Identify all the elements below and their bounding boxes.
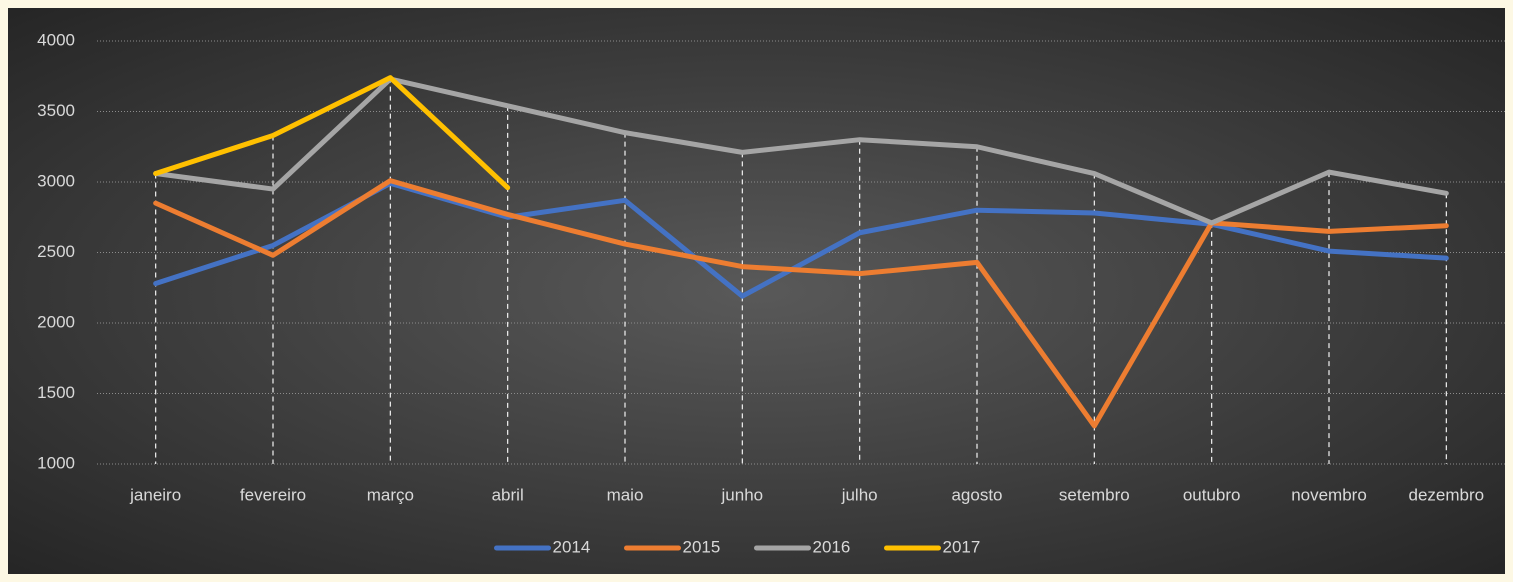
legend-label: 2017 [943,537,981,556]
legend-label: 2014 [553,537,591,556]
x-tick-label: abril [492,485,524,504]
series-line [153,75,511,191]
x-tick-label: junho [721,485,764,504]
x-tick-label: novembro [1291,485,1367,504]
y-tick-label: 2000 [37,312,75,331]
y-tick-label: 2500 [37,242,75,261]
x-tick-label: fevereiro [240,485,306,504]
legend-label: 2016 [813,537,851,556]
x-tick-label: janeiro [129,485,181,504]
y-tick-label: 3500 [37,101,75,120]
x-tick-label: março [367,485,414,504]
y-tick-label: 1500 [37,383,75,402]
series-line [153,76,1449,226]
x-tick-label: dezembro [1409,485,1485,504]
x-tick-label: setembro [1059,485,1130,504]
y-tick-label: 1000 [37,453,75,472]
y-tick-label: 3000 [37,171,75,190]
x-tick-label: outubro [1183,485,1241,504]
y-tick-label: 4000 [37,30,75,49]
series-line [153,178,1449,429]
legend-label: 2015 [683,537,721,556]
x-tick-label: maio [607,485,644,504]
x-tick-label: julho [841,485,878,504]
x-tick-label: agosto [951,485,1002,504]
